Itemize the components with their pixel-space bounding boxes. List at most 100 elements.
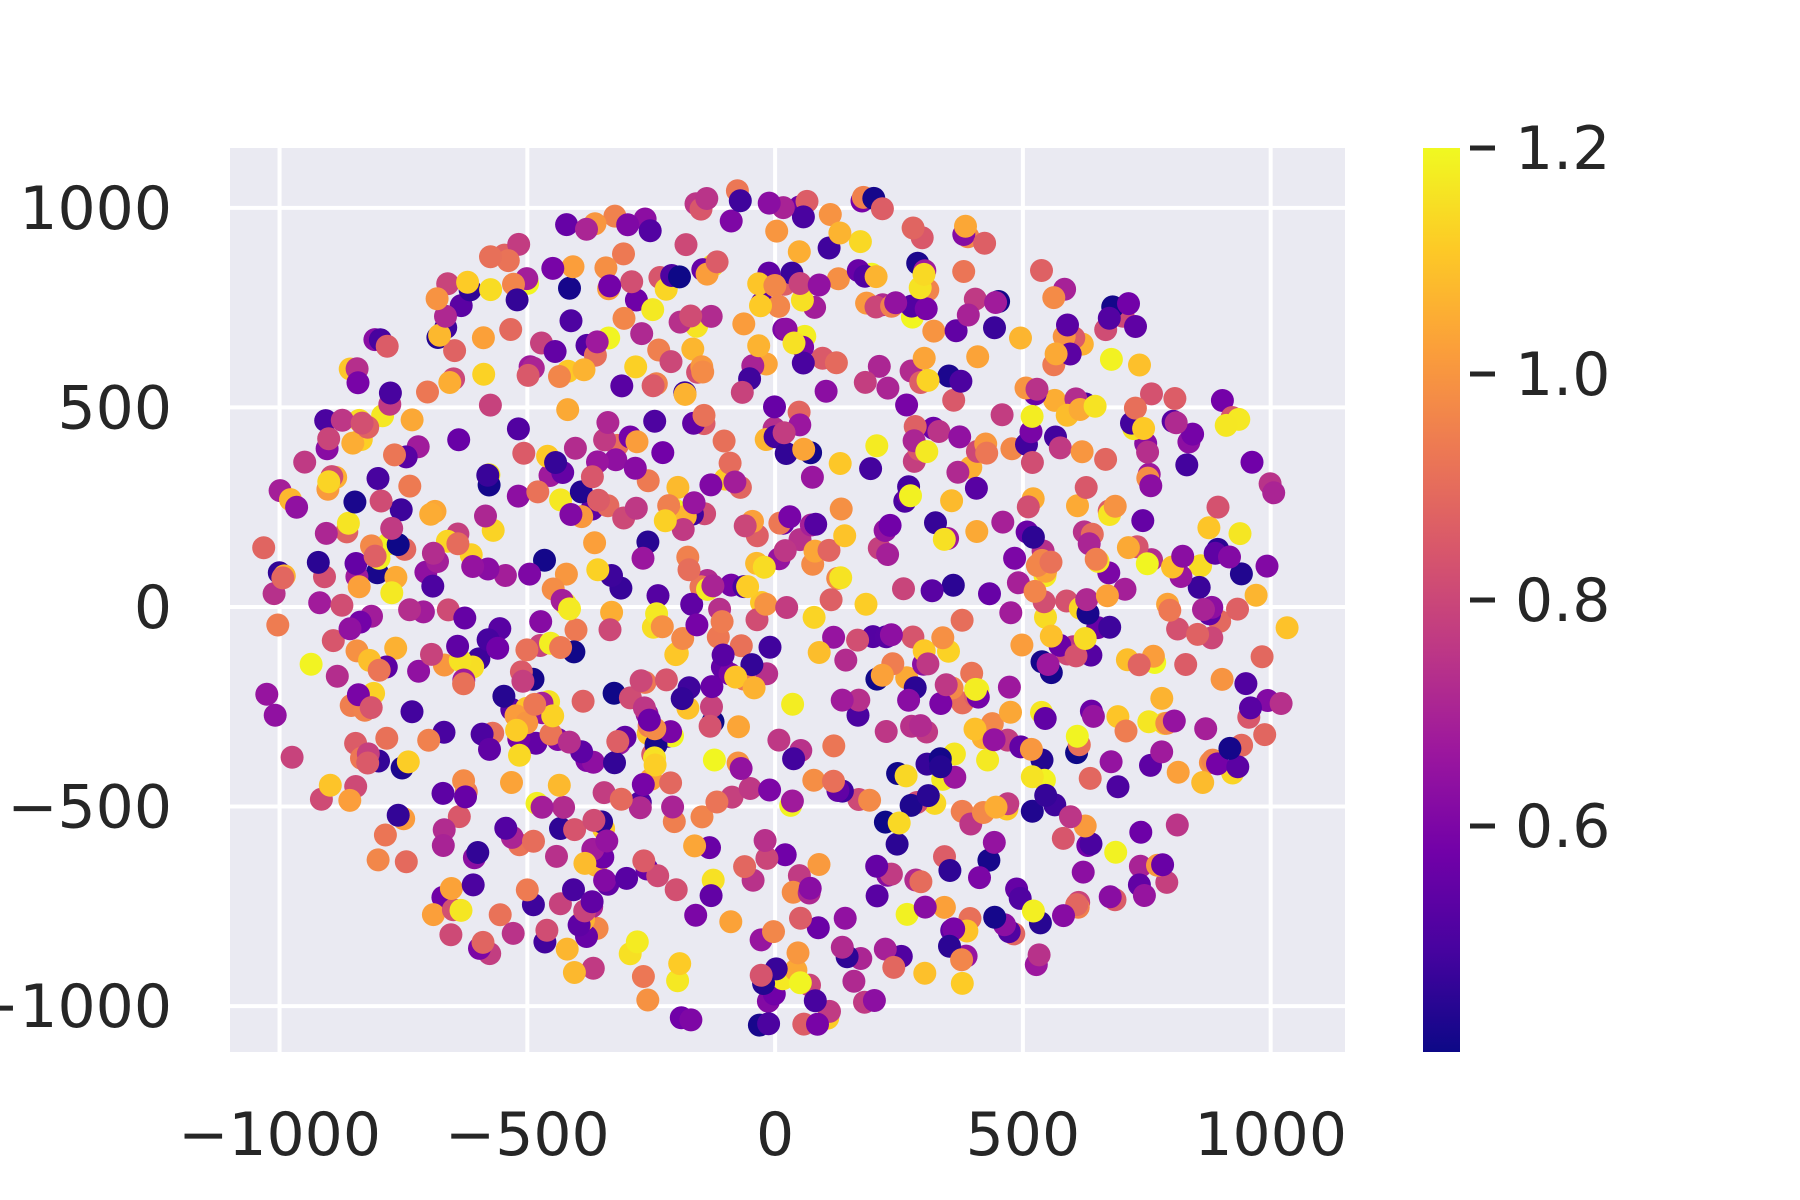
scatter-point [600, 600, 624, 624]
scatter-point [1079, 832, 1103, 856]
scatter-point [1003, 546, 1027, 570]
scatter-point [1214, 413, 1238, 437]
scatter-point [1071, 860, 1095, 884]
scatter-point [461, 555, 485, 578]
scatter-point [747, 334, 771, 358]
scatter-point [912, 262, 936, 286]
scatter-point [677, 558, 701, 582]
scatter-point [317, 427, 341, 451]
scatter-point [1165, 813, 1189, 837]
scatter-point [1132, 884, 1156, 907]
scatter-point [616, 213, 640, 237]
scatter-point [346, 371, 370, 395]
scatter-point [593, 868, 617, 892]
y-tick-label: −1000 [0, 972, 172, 1042]
scatter-point [314, 521, 338, 545]
scatter-point [983, 316, 1006, 340]
scatter-point [966, 345, 990, 369]
scatter-point [559, 503, 583, 526]
scatter-point [802, 768, 826, 792]
scatter-point [1020, 451, 1044, 474]
scatter-point [1163, 387, 1187, 410]
scatter-point [807, 641, 831, 664]
scatter-point [336, 511, 360, 535]
scatter-point [625, 430, 649, 454]
scatter-point [558, 276, 581, 300]
scatter-point [359, 696, 383, 720]
scatter-point [539, 722, 563, 746]
scatter-point [1073, 627, 1097, 650]
scatter-point [516, 363, 540, 387]
scatter-point [543, 340, 567, 363]
scatter-point [791, 205, 815, 229]
scatter-point [624, 496, 648, 520]
scatter-point [668, 265, 691, 289]
scatter-point [755, 846, 779, 870]
scatter-point [786, 941, 810, 965]
scatter-point [685, 613, 709, 637]
x-tick-label: −1000 [178, 1100, 381, 1170]
scatter-point [452, 672, 476, 696]
scatter-point [1187, 575, 1211, 599]
scatter-point [915, 440, 939, 464]
scatter-point [934, 673, 958, 697]
scatter-point [515, 638, 539, 662]
scatter-point [1250, 645, 1274, 669]
scatter-point [650, 615, 674, 639]
scatter-point [535, 918, 559, 942]
scatter-point [428, 323, 452, 347]
scatter-point [293, 450, 317, 474]
scatter-point [1239, 696, 1262, 720]
scatter-point [533, 548, 556, 572]
scatter-point [858, 788, 882, 812]
scatter-point [853, 370, 877, 394]
scatter-point [876, 376, 900, 400]
scatter-point [1021, 525, 1045, 549]
scatter-point [606, 730, 630, 753]
scatter-point [587, 488, 610, 512]
scatter-point [1099, 750, 1123, 774]
scatter-point [1113, 577, 1137, 601]
scatter-point [944, 319, 968, 343]
scatter-point [895, 393, 919, 417]
scatter-point [949, 369, 973, 393]
scatter-point [580, 890, 604, 914]
scatter-point [522, 829, 545, 853]
scatter-point [1030, 259, 1053, 282]
scatter-point [909, 714, 933, 738]
scatter-point [787, 240, 811, 264]
scatter-point [950, 608, 974, 632]
scatter-point [1158, 598, 1182, 622]
scatter-point [1210, 667, 1234, 691]
scatter-point [398, 598, 422, 622]
scatter-point [554, 562, 578, 586]
scatter-point [1016, 495, 1040, 519]
scatter-point [1129, 820, 1153, 844]
scatter-point [625, 930, 649, 954]
scatter-point [1181, 422, 1205, 446]
scatter-point [807, 273, 831, 297]
scatter-point [912, 346, 936, 370]
scatter-point [419, 502, 443, 526]
scatter-point [1269, 692, 1293, 715]
scatter-point [865, 884, 889, 908]
scatter-point [285, 495, 309, 519]
scatter-point [641, 298, 665, 322]
scatter-point [822, 769, 845, 793]
scatter-point [380, 581, 404, 605]
scatter-point [775, 596, 799, 619]
scatter-point [500, 771, 523, 794]
scatter-point [1052, 904, 1075, 928]
scatter-point [471, 930, 495, 954]
scatter-point [913, 961, 937, 985]
scatter-point [758, 635, 782, 659]
scatter-point [366, 467, 390, 490]
scatter-point [792, 437, 816, 461]
scatter-point [1151, 853, 1175, 877]
scatter-point [454, 785, 477, 809]
scatter-point [1164, 411, 1188, 435]
scatter-point [916, 368, 940, 392]
scatter-point [631, 965, 655, 988]
scatter-point [378, 381, 402, 405]
